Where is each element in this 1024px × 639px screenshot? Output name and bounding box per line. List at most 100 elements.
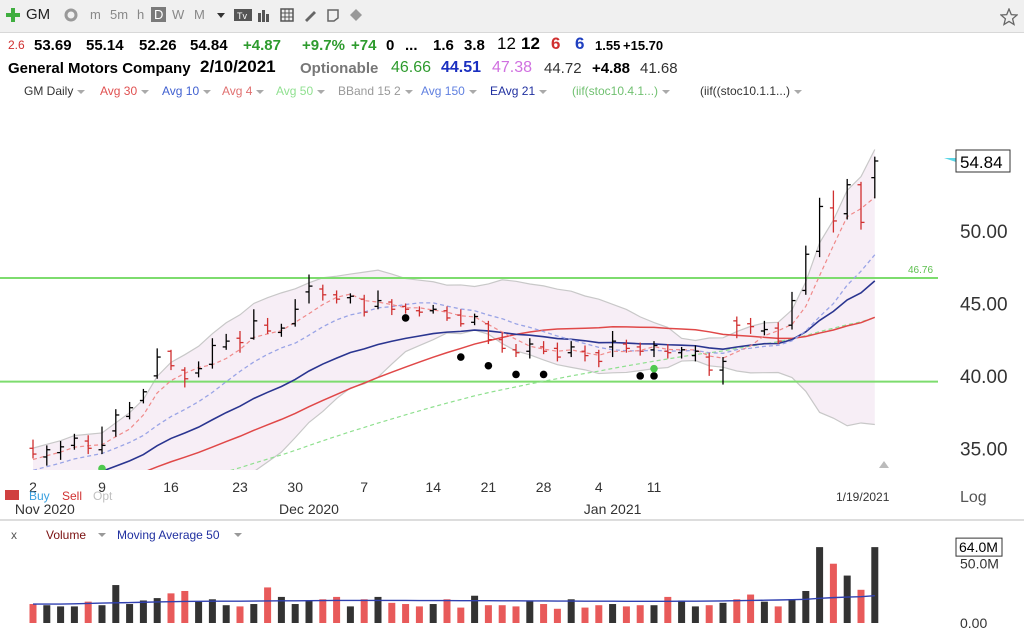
log-scale-label[interactable]: Log — [960, 489, 987, 506]
volume-bar — [388, 602, 396, 623]
ohlc-bar — [57, 441, 65, 460]
quote-field-14: 6 — [551, 34, 561, 53]
quote-field-16: 1.55 — [595, 38, 621, 53]
ohlc-bar — [691, 345, 699, 362]
indicator-legend-item-1[interactable]: Avg 30 — [100, 84, 138, 98]
month-label: Nov 2020 — [15, 501, 75, 517]
chevron-down-icon[interactable] — [141, 88, 149, 96]
ohlc-bar — [29, 439, 37, 459]
price-plot-area — [0, 149, 938, 470]
indicator-legend-item-0[interactable]: GM Daily — [24, 84, 74, 98]
period-month[interactable]: M — [194, 7, 205, 22]
period-week[interactable]: W — [172, 7, 185, 22]
indicator-legend-item-9[interactable]: (iif((stoc10.1.1...) — [700, 84, 791, 98]
volume-ma-line — [33, 595, 875, 605]
chevron-down-icon[interactable] — [405, 88, 413, 96]
ohlc-bar — [181, 367, 189, 388]
ohlc-bar — [112, 409, 120, 437]
ohlc-bar — [471, 313, 479, 326]
ma50-legend-label[interactable]: Moving Average 50 — [117, 528, 220, 542]
grid-icon[interactable] — [280, 8, 294, 22]
chevron-down-icon[interactable] — [662, 88, 670, 96]
chevron-down-icon[interactable] — [256, 88, 264, 96]
symbol-label[interactable]: GM — [26, 6, 51, 23]
indicator-legend-item-3[interactable]: Avg 4 — [222, 84, 253, 98]
volume-bar — [360, 599, 368, 623]
note-icon[interactable] — [326, 8, 340, 22]
volume-bar — [112, 585, 120, 623]
chevron-down-icon[interactable] — [469, 88, 477, 96]
ohlc-bar — [236, 330, 244, 353]
bar-chart-icon[interactable] — [257, 8, 271, 22]
period-day[interactable]: D — [151, 7, 167, 22]
info-field-5: 47.38 — [492, 59, 533, 76]
ohlc-bar — [208, 338, 216, 369]
volume-bar — [98, 605, 106, 623]
volume-bar — [540, 604, 548, 623]
volume-legend-label[interactable]: Volume — [46, 528, 87, 542]
indicator-legend-item-6[interactable]: Avg 150 — [421, 84, 465, 98]
x-tick-label: 16 — [163, 479, 179, 495]
ohlc-bar — [650, 341, 658, 358]
last-volume-box — [955, 537, 1003, 557]
opt-button[interactable]: Opt — [93, 489, 113, 503]
info-field-8: 41.68 — [640, 60, 678, 77]
quote-field-8: 0 — [386, 37, 395, 54]
add-symbol-icon[interactable] — [6, 8, 20, 22]
volume-bar — [498, 605, 506, 623]
chevron-down-icon[interactable] — [77, 88, 85, 96]
indicator-legend-item-4[interactable]: Avg 50 — [276, 84, 314, 98]
x-tick-label: 14 — [425, 479, 441, 495]
star-icon[interactable] — [1000, 8, 1018, 26]
last-price-label: 54.84 — [960, 153, 1003, 172]
ohlc-bar — [139, 388, 147, 404]
ohlc-bar — [333, 290, 341, 304]
volume-bar — [512, 606, 520, 623]
indicator-legend-item-7[interactable]: EAvg 21 — [490, 84, 536, 98]
avg-10-line — [32, 254, 876, 470]
volume-tick-label: 50.0M — [960, 556, 999, 572]
volume-bar — [760, 601, 768, 623]
indicator-legend-item-2[interactable]: Avg 10 — [162, 84, 200, 98]
indicator-legend-item-5[interactable]: BBand 15 2 — [338, 84, 401, 98]
chevron-down-icon[interactable] — [203, 88, 211, 96]
ohlc-bar — [360, 294, 368, 317]
last-price-pointer — [944, 157, 956, 162]
info-field-1: 2/10/2021 — [200, 57, 276, 76]
chevron-down-icon[interactable] — [214, 8, 228, 22]
period-5-minute[interactable]: 5m — [110, 7, 129, 22]
volume-bar — [733, 599, 741, 623]
ohlc-bar — [829, 190, 837, 233]
quote-field-10: 1.6 — [433, 37, 454, 54]
tv-icon[interactable]: Tv — [234, 8, 252, 22]
chevron-down-icon[interactable] — [234, 531, 242, 539]
level-label: 46.76 — [908, 265, 933, 276]
price-tick-label: 35.00 — [960, 439, 1008, 460]
x-tick-label: 28 — [536, 479, 552, 495]
chevron-down-icon[interactable] — [539, 88, 547, 96]
volume-bar — [126, 604, 134, 623]
chevron-down-icon[interactable] — [317, 88, 325, 96]
ohlc-bar — [291, 299, 299, 327]
period-hour[interactable]: h — [137, 7, 145, 22]
chevron-down-icon[interactable] — [794, 88, 802, 96]
gear-icon[interactable] — [64, 8, 78, 22]
diamond-icon[interactable] — [349, 8, 363, 22]
ohlc-bar — [719, 357, 727, 385]
x-tick-label: 9 — [98, 479, 106, 495]
bollinger-upper-line — [32, 149, 876, 449]
volume-bar — [43, 605, 51, 623]
volume-bar — [567, 599, 575, 623]
volume-bar — [291, 604, 299, 623]
pencil-icon[interactable] — [303, 8, 317, 22]
ohlc-bar — [843, 178, 851, 220]
sell-button[interactable]: Sell — [62, 489, 82, 503]
close-volume-icon[interactable]: x — [11, 528, 17, 542]
x-tick-label: 11 — [647, 479, 662, 495]
signal-dot — [650, 364, 658, 373]
indicator-legend-item-8[interactable]: (iif(stoc10.4.1...) — [572, 84, 659, 98]
period-minute[interactable]: m — [90, 7, 101, 22]
buy-button[interactable]: Buy — [29, 489, 50, 503]
chevron-down-icon[interactable] — [98, 531, 106, 539]
quote-field-3: 52.26 — [139, 37, 177, 54]
